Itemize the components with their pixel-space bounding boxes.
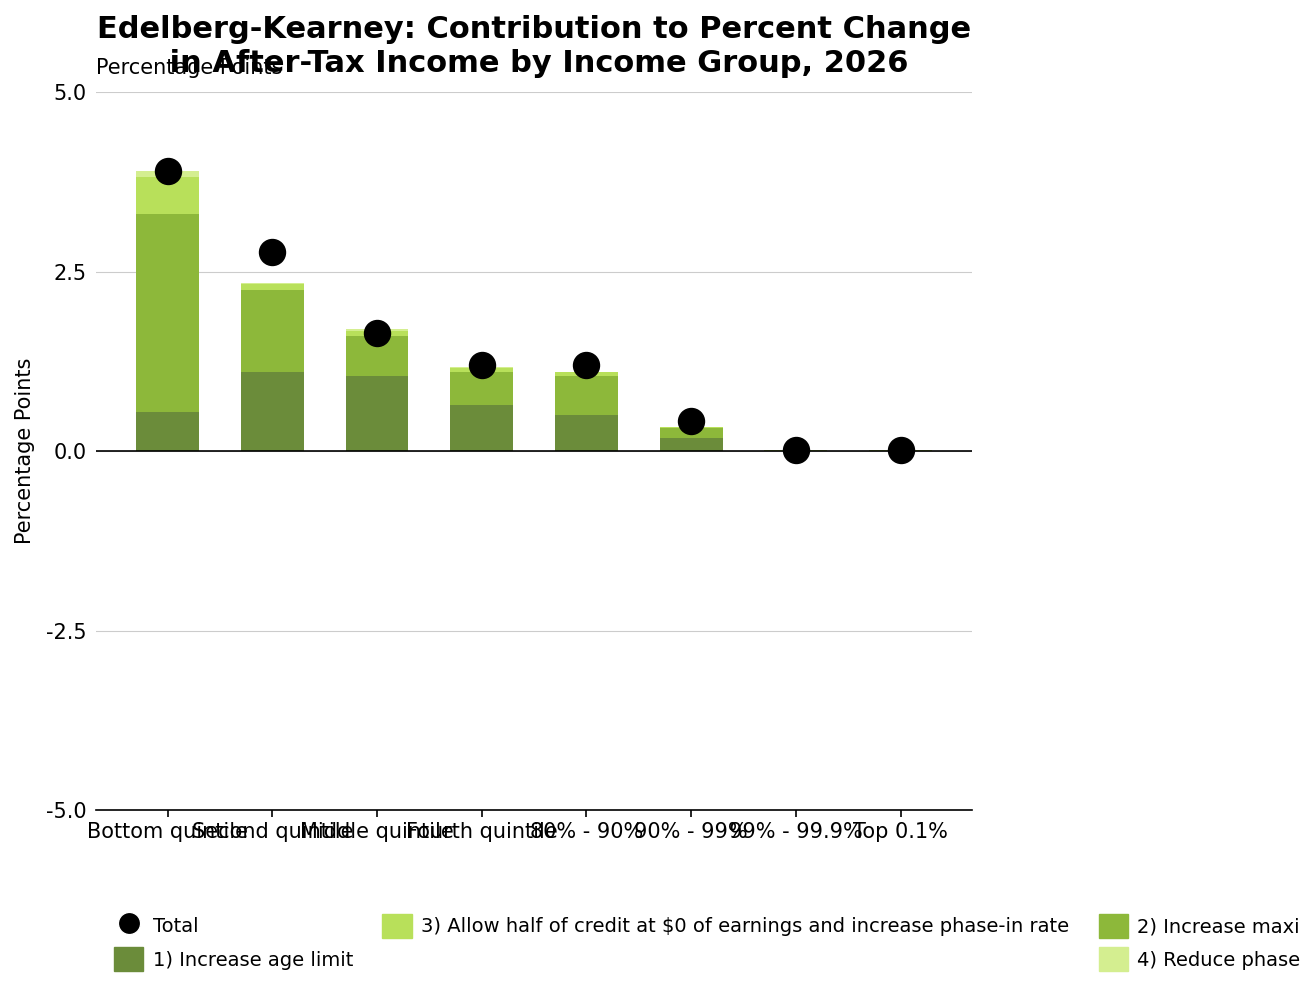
Bar [450,372,514,405]
Bar [659,428,723,438]
Bar [659,427,723,428]
Bar [555,415,618,451]
Bar [450,368,514,372]
Bar [555,376,618,415]
Y-axis label: Percentage Points: Percentage Points [16,358,35,544]
Bar [136,177,199,214]
Bar [240,284,304,290]
Point [261,244,282,260]
Bar [346,329,408,331]
Title: Edelberg-Kearney: Contribution to Percent Change
 in After-Tax Income by Income : Edelberg-Kearney: Contribution to Percen… [98,15,971,78]
Bar [240,372,304,451]
Bar [136,412,199,451]
Bar [450,405,514,451]
Point [681,413,702,429]
Point [157,163,178,179]
Point [891,442,911,458]
Point [576,357,597,373]
Bar [555,372,618,376]
Point [472,357,493,373]
Bar [240,290,304,372]
Bar [659,438,723,451]
Text: Percentage Points: Percentage Points [96,58,283,78]
Point [367,325,387,341]
Bar [346,336,408,376]
Bar [346,376,408,451]
Bar [346,331,408,336]
Legend: Total, 1) Increase age limit, 3) Allow half of credit at $0 of earnings and incr: Total, 1) Increase age limit, 3) Allow h… [107,906,1300,979]
Bar [240,283,304,284]
Bar [136,171,199,177]
Bar [136,214,199,412]
Point [785,442,806,458]
